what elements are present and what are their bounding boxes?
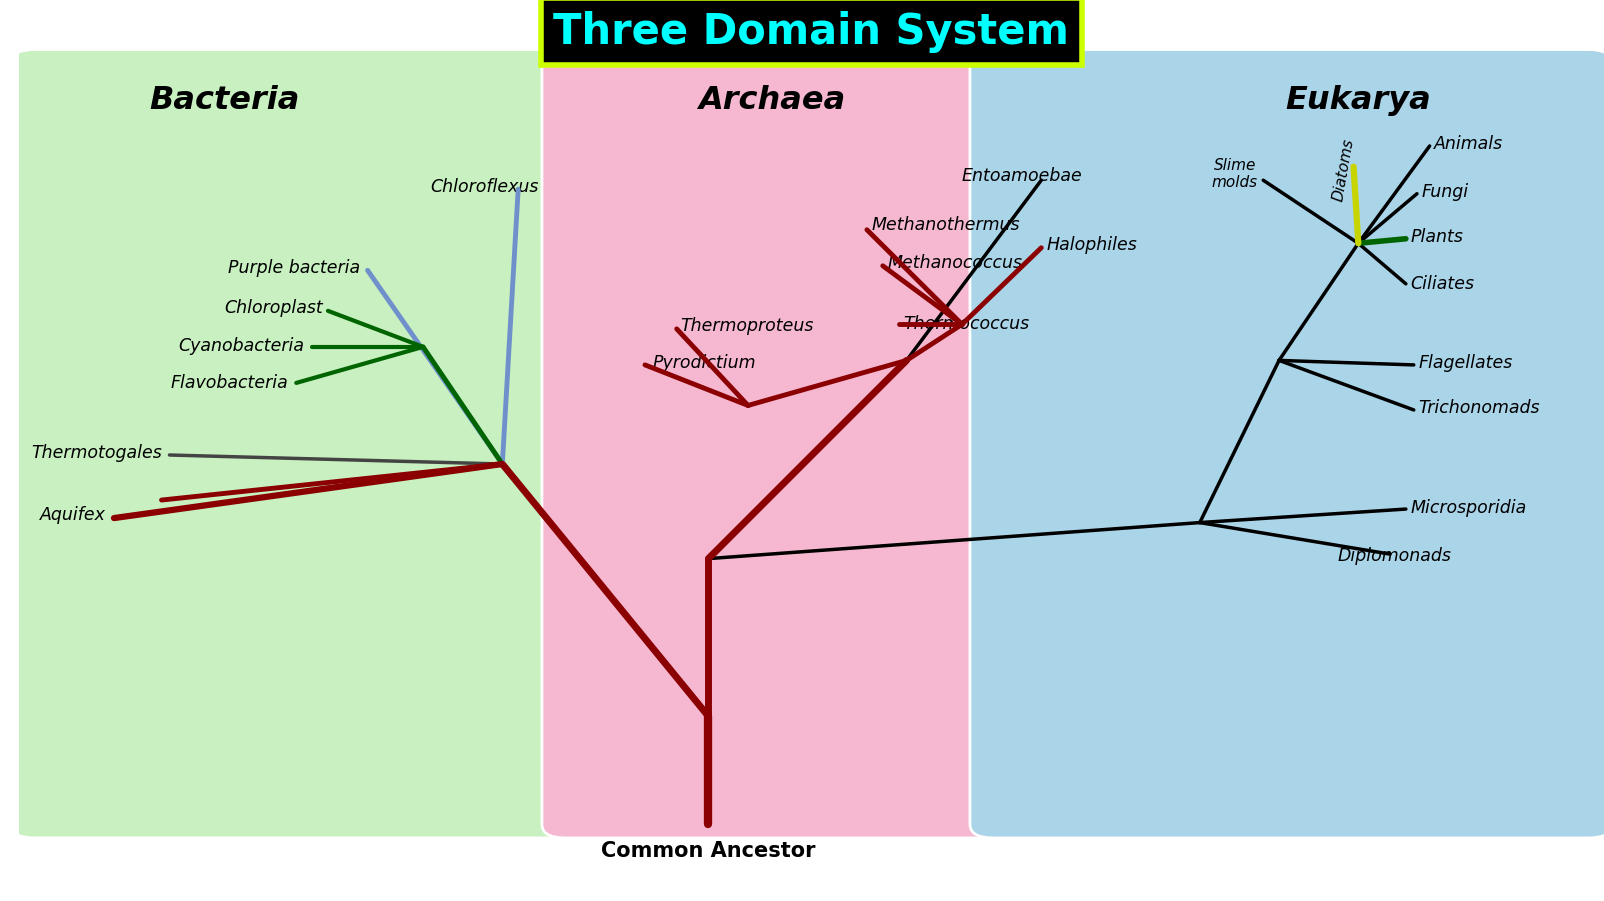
Text: Fungi: Fungi [1421, 183, 1469, 201]
Text: Microsporidia: Microsporidia [1410, 499, 1527, 517]
FancyBboxPatch shape [542, 50, 1009, 838]
Text: Methanothermus: Methanothermus [871, 216, 1020, 234]
Text: Flagellates: Flagellates [1418, 354, 1513, 372]
Text: Pyrodictium: Pyrodictium [653, 354, 757, 372]
Text: Archaea: Archaea [698, 86, 845, 116]
Text: Aquifex: Aquifex [40, 506, 106, 524]
Text: Eukarya: Eukarya [1285, 86, 1431, 116]
Text: Animals: Animals [1434, 135, 1503, 153]
FancyBboxPatch shape [970, 50, 1604, 838]
Text: Bacteria: Bacteria [149, 86, 300, 116]
Text: Thermococcus: Thermococcus [903, 315, 1030, 333]
Text: Cyanobacteria: Cyanobacteria [178, 337, 305, 355]
Text: Chloroplast: Chloroplast [225, 299, 324, 317]
Text: Purple bacteria: Purple bacteria [228, 259, 359, 278]
Text: Entoamoebae: Entoamoebae [962, 167, 1083, 185]
Text: Thermoproteus: Thermoproteus [680, 317, 813, 335]
Text: Diatoms: Diatoms [1331, 138, 1357, 203]
Text: Trichonomads: Trichonomads [1418, 399, 1540, 417]
Text: Methanococcus: Methanococcus [887, 254, 1022, 272]
Text: Plants: Plants [1410, 228, 1463, 246]
Text: Flavobacteria: Flavobacteria [170, 374, 289, 392]
Text: Ciliates: Ciliates [1410, 275, 1474, 293]
Text: Halophiles: Halophiles [1046, 236, 1137, 254]
Text: Slime
molds: Slime molds [1211, 158, 1258, 190]
Text: Diplomonads: Diplomonads [1338, 547, 1452, 565]
Text: Chloroflexus: Chloroflexus [430, 177, 539, 196]
Text: Common Ancestor: Common Ancestor [602, 842, 816, 861]
FancyBboxPatch shape [11, 50, 582, 838]
Text: Thermotogales: Thermotogales [30, 444, 162, 462]
Text: Three Domain System: Three Domain System [553, 11, 1070, 52]
